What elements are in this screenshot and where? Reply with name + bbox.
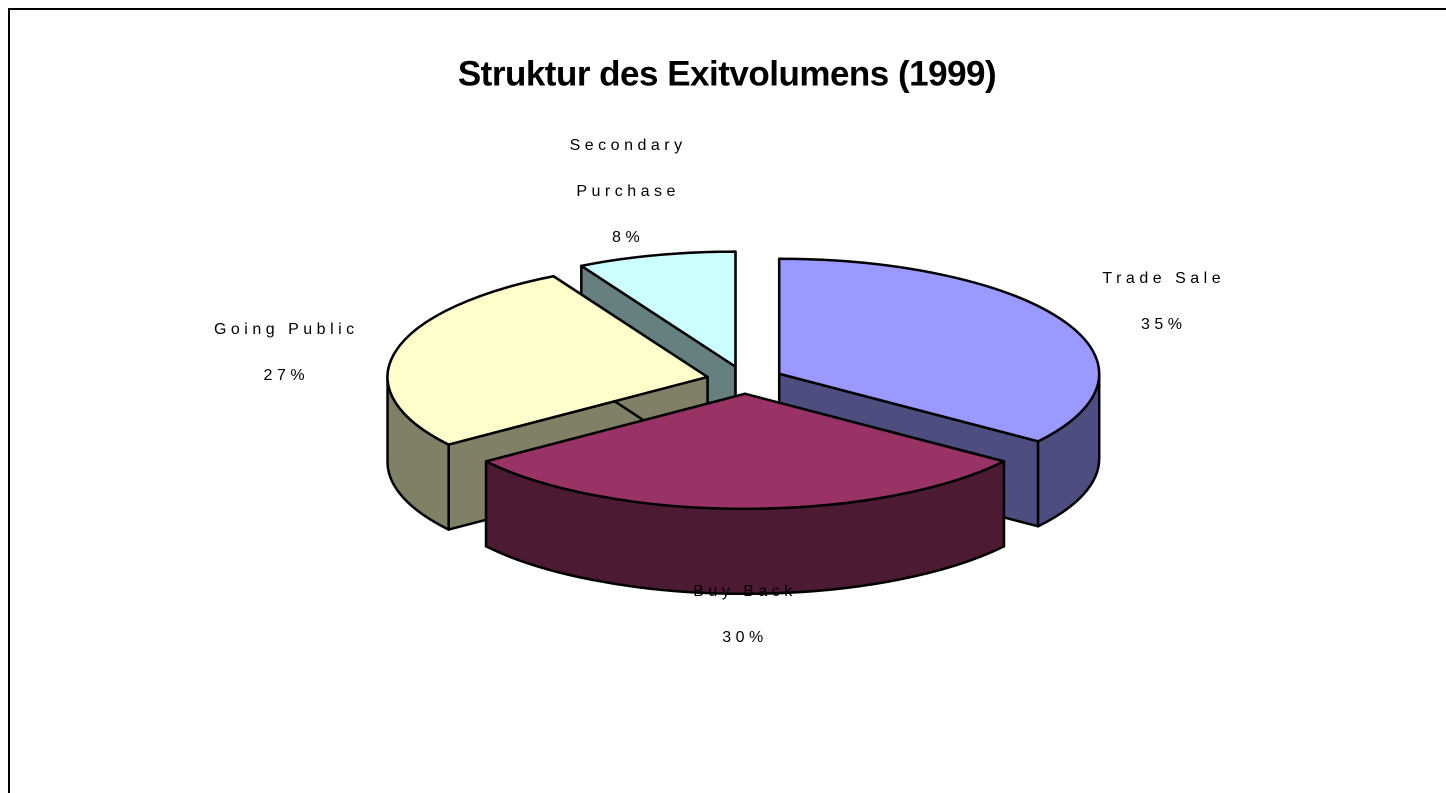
pie-slice: [484, 392, 1006, 596]
data-label: Trade Sale 35%: [1069, 256, 1259, 348]
slice-percent: 35%: [1141, 316, 1187, 334]
slice-name: Buy Back: [693, 583, 797, 600]
slice-percent: 30%: [722, 629, 768, 646]
slice-percent: 8%: [612, 228, 645, 246]
slice-top: [484, 392, 1006, 511]
data-label: Going Public 27%: [191, 307, 381, 399]
slice-top: [777, 257, 1101, 443]
chart-title: Struktur des Exitvolumens (1999): [458, 54, 996, 93]
slice-name: Secondary Purchase: [569, 136, 687, 200]
slice-top: [580, 250, 737, 368]
slice-name: Going Public: [213, 321, 359, 339]
slice-percent: 27%: [263, 367, 310, 385]
slice-name: Trade Sale: [1102, 270, 1226, 288]
data-label: Buy Back 30%: [650, 569, 840, 661]
data-label: Secondary Purchase 8%: [533, 123, 723, 261]
slice-top: [386, 274, 709, 446]
